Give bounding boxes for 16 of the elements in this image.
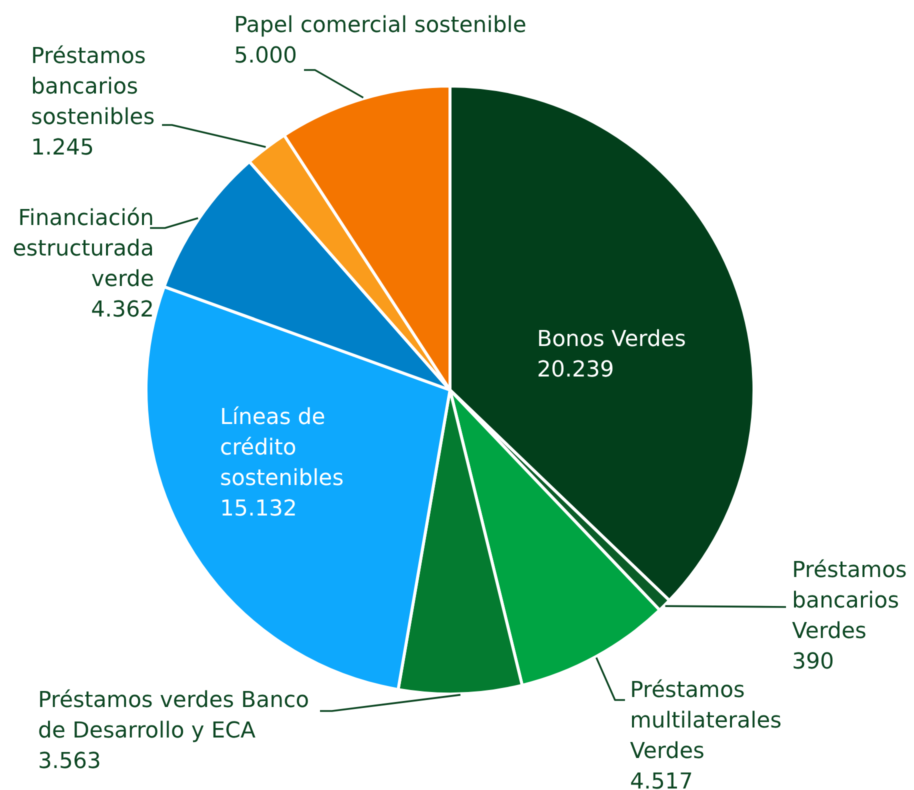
data-label: 20.239 [537,358,614,382]
data-label: 1.245 [31,136,94,160]
slice-label: Préstamos bancarios sostenibles [31,44,155,130]
data-label: 15.132 [220,496,297,522]
data-label: 390 [792,650,834,674]
slice-label: Papel comercial sostenible [234,13,526,38]
data-label: 4.362 [91,298,154,322]
data-label: 3.563 [38,749,101,774]
slice-label: Líneas de crédito sostenibles [220,405,344,491]
slice-label: Bonos Verdes [537,327,686,352]
data-label: 4.517 [630,770,693,790]
slice-label: Préstamos multilaterales Verdes [630,678,782,764]
slice-label: Financiación estructurada verde [12,206,154,292]
data-label: 5.000 [234,44,297,68]
slice-label: Préstamos bancarios Verdes [792,558,907,644]
slice-label: Préstamos verdes Banco de Desarrollo y ECA [38,688,310,744]
